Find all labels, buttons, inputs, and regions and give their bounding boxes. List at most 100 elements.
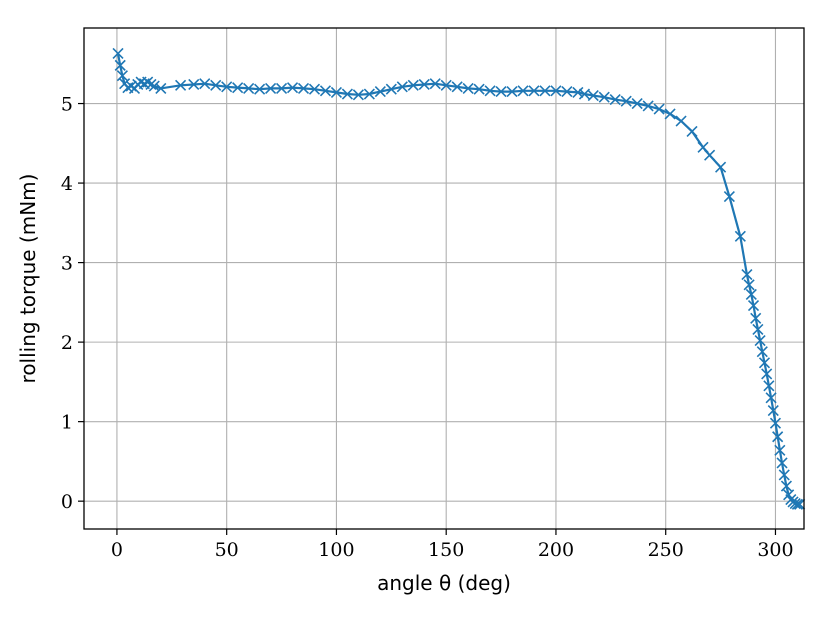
data-point-marker	[772, 431, 784, 443]
data-point-marker	[429, 78, 441, 90]
data-point-marker	[686, 125, 698, 137]
y-tick-label: 0	[61, 491, 73, 513]
data-point-marker	[675, 115, 687, 127]
data-point-marker	[778, 469, 790, 481]
data-point-marker	[642, 100, 654, 112]
data-point-marker	[780, 480, 793, 492]
data-point-marker	[286, 82, 299, 94]
x-tick-label: 300	[757, 539, 793, 561]
data-point-marker	[297, 82, 310, 95]
data-point-marker	[776, 457, 788, 469]
data-point-marker	[750, 312, 762, 324]
y-tick-label: 1	[61, 412, 73, 434]
data-point-marker	[758, 357, 771, 369]
data-point-marker	[199, 78, 211, 90]
data-point-marker	[745, 288, 757, 300]
markers	[112, 47, 806, 510]
data-point-marker	[664, 108, 676, 120]
data-point-marker	[756, 346, 768, 358]
data-point-marker	[330, 86, 343, 98]
data-point-marker	[473, 83, 485, 95]
data-point-marker	[495, 86, 507, 98]
ticks: 0 50 100 150 200 250 300 0 1 2 3 4 5	[61, 94, 794, 561]
data-point-marker	[734, 230, 746, 242]
data-point-marker	[769, 417, 782, 429]
data-point-marker	[761, 368, 773, 380]
data-point-marker	[587, 90, 599, 102]
data-point-marker	[440, 79, 452, 91]
data-point-marker	[754, 334, 766, 347]
x-tick-label: 100	[318, 539, 354, 561]
data-point-marker	[572, 86, 584, 98]
plot-frame	[83, 27, 805, 530]
data-point-marker	[794, 498, 806, 510]
x-tick-label: 0	[111, 539, 123, 561]
data-point-marker	[704, 149, 716, 161]
data-point-marker	[341, 88, 353, 100]
data-point-marker	[275, 82, 288, 95]
data-point-marker	[578, 88, 591, 100]
data-point-marker	[363, 88, 375, 100]
data-point-marker	[752, 323, 764, 335]
data-point-marker	[539, 85, 551, 97]
x-tick-label: 200	[538, 539, 574, 561]
data-point-marker	[765, 392, 777, 404]
data-point-marker	[620, 95, 632, 107]
data-point-marker	[743, 279, 755, 291]
data-point-marker	[265, 82, 277, 95]
data-point-marker	[232, 82, 244, 94]
data-point-marker	[112, 47, 124, 60]
grid	[84, 28, 804, 529]
series-layer	[112, 47, 806, 510]
data-point-marker	[550, 85, 562, 97]
data-point-marker	[789, 497, 801, 510]
data-point-marker	[352, 89, 364, 101]
data-point-marker	[528, 85, 540, 97]
data-point-marker	[175, 79, 187, 91]
data-point-marker	[561, 86, 573, 98]
series-line	[116, 53, 800, 506]
data-point-marker	[114, 59, 126, 71]
y-tick-label: 2	[61, 332, 73, 354]
data-point-marker	[210, 79, 222, 91]
data-point-marker	[791, 498, 803, 510]
data-point-marker	[653, 103, 665, 115]
data-point-marker	[506, 86, 518, 98]
data-point-marker	[462, 82, 474, 95]
data-point-marker	[385, 83, 397, 95]
y-tick-label: 4	[61, 173, 73, 195]
data-point-marker	[188, 78, 200, 91]
data-point-marker	[221, 81, 233, 93]
data-point-marker	[741, 268, 753, 281]
data-point-marker	[484, 85, 496, 97]
data-point-marker	[308, 83, 321, 95]
data-point-marker	[631, 97, 643, 110]
x-axis-label: angle θ (deg)	[377, 571, 511, 595]
y-tick-label: 3	[61, 253, 73, 275]
data-point-marker	[609, 94, 621, 106]
x-tick-label: 50	[215, 539, 239, 561]
data-point-marker	[319, 85, 332, 97]
data-point-marker	[254, 83, 266, 95]
data-point-marker	[774, 444, 786, 456]
data-point-marker	[145, 78, 157, 91]
y-tick-label: 5	[61, 94, 73, 116]
x-tick-label: 150	[428, 539, 464, 561]
data-point-marker	[407, 79, 419, 91]
data-point-marker	[517, 85, 529, 97]
y-axis-label: rolling torque (mNm)	[16, 174, 40, 384]
data-point-marker	[697, 141, 709, 153]
data-point-marker	[451, 81, 463, 93]
data-point-marker	[598, 91, 610, 103]
data-point-marker	[763, 380, 775, 392]
data-point-marker	[148, 80, 160, 92]
data-point-marker	[715, 161, 727, 173]
data-point-marker	[767, 404, 779, 417]
data-point-marker	[374, 86, 386, 98]
data-point-marker	[396, 81, 408, 93]
data-point-marker	[243, 82, 255, 95]
data-point-marker	[747, 299, 760, 312]
x-tick-label: 250	[648, 539, 684, 561]
data-point-marker	[418, 78, 430, 91]
